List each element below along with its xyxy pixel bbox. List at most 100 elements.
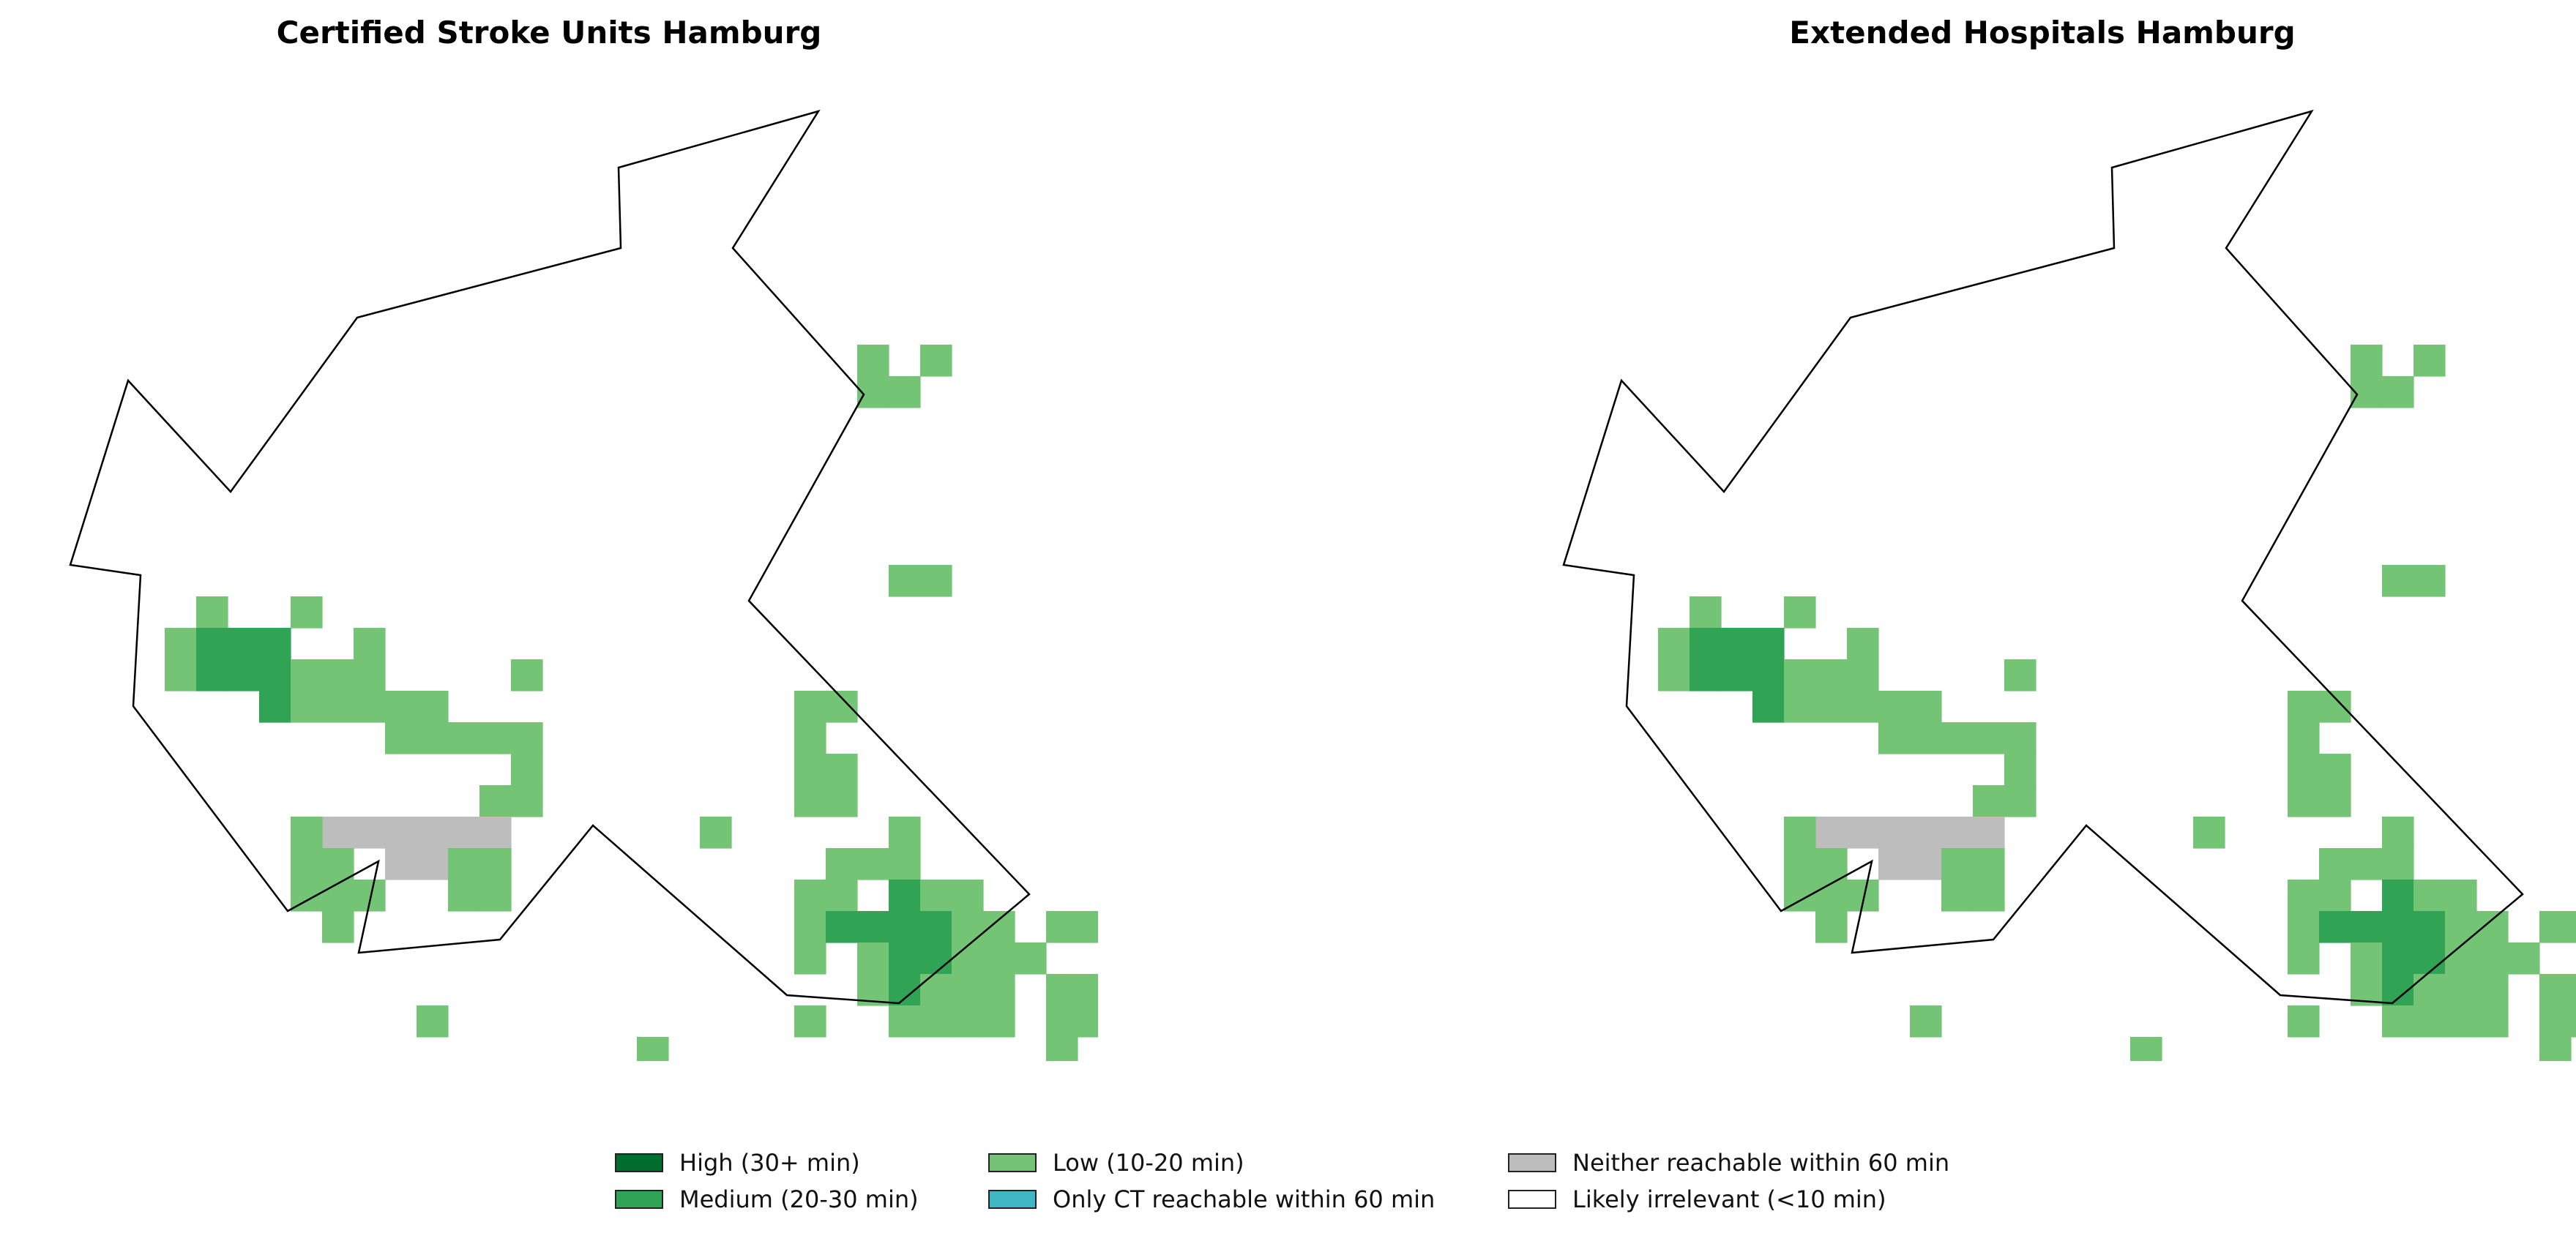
hamburg-boundary <box>69 109 1031 1005</box>
cell-low <box>2004 754 2036 786</box>
cell-low <box>889 565 921 597</box>
cell-low <box>2288 785 2320 817</box>
cell-low <box>889 376 921 408</box>
cell-low <box>2288 911 2320 943</box>
cell-low <box>2476 911 2509 943</box>
cell-medium <box>920 942 952 975</box>
cell-low <box>2413 565 2446 597</box>
cell-low <box>2508 942 2540 975</box>
cell-low <box>826 754 858 786</box>
cell-low <box>2288 1005 2320 1038</box>
cell-medium <box>1752 659 1785 692</box>
cell-low <box>1973 848 2005 880</box>
cell-low <box>2319 880 2351 912</box>
cell-low <box>1910 691 1942 723</box>
cell-low <box>2445 942 2477 975</box>
cell-low <box>794 911 826 943</box>
cell-neither <box>322 817 354 849</box>
cell-medium <box>2382 911 2414 943</box>
cell-low <box>983 1005 1015 1038</box>
legend-swatch <box>988 1153 1037 1172</box>
cell-low <box>2476 974 2509 1006</box>
cell-low <box>2319 754 2351 786</box>
cell-low <box>920 880 952 912</box>
cell-low <box>1815 911 1848 943</box>
cell-low <box>920 1005 952 1038</box>
cell-neither <box>448 817 480 849</box>
cell-low <box>291 848 323 880</box>
cell-low <box>1690 596 1722 629</box>
cell-low <box>952 974 984 1006</box>
cell-medium <box>259 628 291 660</box>
cell-neither <box>1815 817 1848 849</box>
cell-low <box>2288 880 2320 912</box>
cell-medium <box>1721 628 1753 660</box>
cell-low <box>448 880 480 912</box>
cell-low <box>2539 1037 2572 1061</box>
cell-low <box>2319 691 2351 723</box>
map-panel-left: Certified Stroke Units Hamburg <box>0 0 1098 1061</box>
cell-medium <box>196 628 228 660</box>
cell-low <box>983 911 1015 943</box>
legend-label: Only CT reachable within 60 min <box>1053 1185 1436 1213</box>
cell-low <box>826 785 858 817</box>
cell-low <box>291 817 323 849</box>
cell-low <box>2004 722 2036 754</box>
grid-cells <box>165 345 1098 1061</box>
cell-medium <box>826 911 858 943</box>
cell-low <box>794 942 826 975</box>
cell-medium <box>889 911 921 943</box>
map-title: Certified Stroke Units Hamburg <box>276 15 822 50</box>
cell-low <box>479 848 512 880</box>
cell-low <box>889 1005 921 1038</box>
cell-low <box>2351 942 2383 975</box>
cell-low <box>322 880 354 912</box>
cell-low <box>1658 659 1690 692</box>
grid-cells <box>1658 345 2576 1061</box>
cell-neither <box>1941 817 1974 849</box>
cell-low <box>511 659 543 692</box>
cell-neither <box>385 817 417 849</box>
cell-low <box>322 848 354 880</box>
cell-medium <box>2413 942 2446 975</box>
cell-neither <box>1878 848 1911 880</box>
cell-low <box>2445 974 2477 1006</box>
cell-low <box>417 1005 449 1038</box>
legend-label: Neither reachable within 60 min <box>1572 1149 1950 1177</box>
cell-low <box>1658 628 1690 660</box>
cell-neither <box>385 848 417 880</box>
cell-low <box>1078 1005 1098 1038</box>
cell-low <box>322 911 354 943</box>
hamburg-boundary <box>1562 109 2524 1005</box>
cell-low <box>826 880 858 912</box>
cell-low <box>511 785 543 817</box>
cell-low <box>1973 880 2005 912</box>
cell-low <box>826 848 858 880</box>
legend-item-low: Low (10-20 min) <box>988 1147 1244 1178</box>
cell-medium <box>2382 880 2414 912</box>
cell-low <box>354 659 386 692</box>
hamburg-map <box>1562 109 2576 1061</box>
cell-low <box>1784 659 1816 692</box>
legend-swatch <box>1508 1153 1556 1172</box>
cell-medium <box>196 659 228 692</box>
cell-low <box>417 691 449 723</box>
cell-medium <box>259 691 291 723</box>
cell-medium <box>1752 691 1785 723</box>
cell-low <box>2413 1005 2446 1038</box>
cell-neither <box>417 817 449 849</box>
cell-low <box>2004 659 2036 692</box>
cell-low <box>2571 911 2576 943</box>
cell-low <box>920 974 952 1006</box>
cell-medium <box>889 880 921 912</box>
cell-low <box>291 659 323 692</box>
map-legend: High (30+ min) Medium (20-30 min) Low (1… <box>615 1147 2006 1221</box>
cell-low <box>2130 1037 2162 1061</box>
cell-medium <box>1690 628 1722 660</box>
cell-low <box>1784 817 1816 849</box>
cell-low <box>1815 659 1848 692</box>
cell-low <box>2539 974 2572 1006</box>
cell-low <box>2445 911 2477 943</box>
cell-low <box>920 565 952 597</box>
cell-medium <box>2351 911 2383 943</box>
